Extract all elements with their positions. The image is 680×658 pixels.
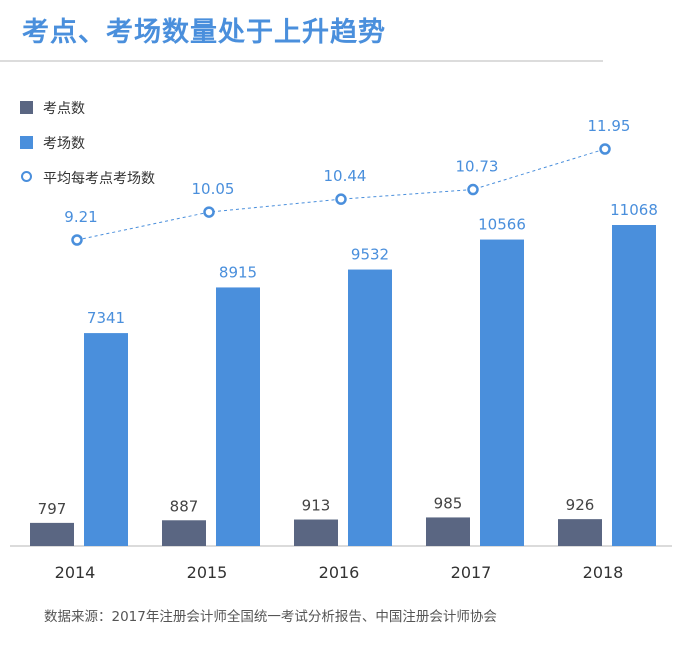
legend-item-avg-rooms: 平均每考点考场数 [20,168,220,188]
x-tick-label-2018: 2018 [583,563,624,582]
legend-label-exam-rooms: 考场数 [43,136,85,152]
data-label-exam-rooms-2014: 7341 [87,309,125,327]
data-label-exam-rooms-2017: 10566 [478,216,526,234]
bar-line-chart: 797 7341 2014 887 8915 2015 913 9532 2016 985 1056… [10,117,672,582]
bar-exam-rooms-2017 [480,239,524,546]
avg-label-2015: 10.05 [192,180,235,198]
legend-label-avg-rooms: 平均每考点考场数 [43,171,155,187]
title-divider [0,60,603,62]
bar-exam-rooms-2015 [216,287,260,546]
chart-title: 考点、考场数量处于上升趋势 [22,17,386,48]
data-label-exam-rooms-2018: 11068 [610,201,658,219]
x-tick-label-2017: 2017 [451,563,492,582]
legend-swatch-exam-sites [20,101,33,114]
legend-item-exam-sites: 考点数 [20,98,220,118]
x-tick-label-2016: 2016 [319,563,360,582]
bar-exam-rooms-2018 [612,225,656,546]
avg-point-2018 [599,143,611,155]
avg-point-2017 [467,183,479,196]
data-label-exam-sites-2018: 926 [566,496,595,514]
bar-exam-rooms-2016 [348,269,392,546]
data-label-exam-sites-2016: 913 [302,497,331,515]
bar-exam-sites-2015 [162,520,206,546]
bar-exam-sites-2018 [558,519,602,546]
data-label-exam-sites-2017: 985 [434,494,463,512]
data-label-exam-rooms-2015: 8915 [219,263,257,281]
bar-exam-sites-2014 [30,522,74,546]
avg-rooms-line [76,148,606,241]
x-tick-label-2014: 2014 [55,563,96,582]
legend-marker-avg-rooms [21,171,32,182]
data-label-exam-sites-2014: 797 [38,500,67,518]
legend-label-exam-sites: 考点数 [43,101,85,117]
data-label-exam-rooms-2016: 9532 [351,246,389,264]
avg-label-2018: 11.95 [588,117,631,135]
bar-exam-sites-2017 [426,517,470,546]
bar-exam-rooms-2014 [84,333,128,546]
x-tick-label-2015: 2015 [187,563,228,582]
data-label-exam-sites-2015: 887 [170,497,199,515]
avg-point-2015 [203,206,215,218]
avg-point-2016 [335,193,347,205]
legend-item-exam-rooms: 考场数 [20,133,220,153]
avg-label-2017: 10.73 [456,158,499,176]
source-note: 数据来源：2017年注册会计师全国统一考试分析报告、中国注册会计师协会 [44,609,497,625]
bar-exam-sites-2016 [294,519,338,546]
avg-label-2016: 10.44 [324,167,367,185]
legend-swatch-exam-rooms [20,136,33,149]
avg-label-2014: 9.21 [64,208,97,226]
avg-point-2014 [71,234,83,246]
